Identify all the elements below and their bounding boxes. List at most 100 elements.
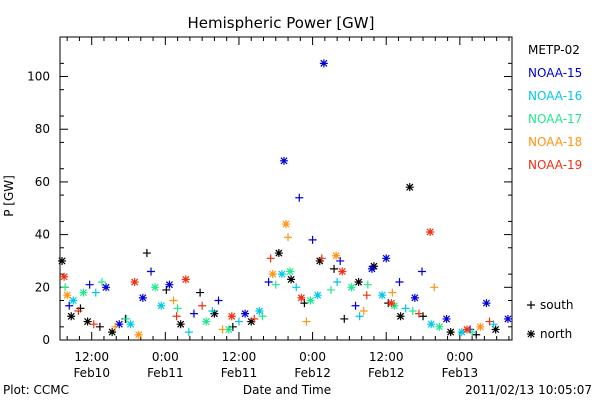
data-point-metp-02-north [67,312,76,321]
marker-stroke [247,317,256,326]
marker-stroke [241,309,250,318]
marker-stroke [227,312,236,321]
data-point-metp-02-south [419,312,428,321]
marker-stroke [130,278,139,287]
marker-stroke [277,270,286,279]
marker-stroke [463,325,472,334]
marker-stroke [268,270,277,279]
data-point-noaa-15-north [165,280,174,289]
data-point-noaa-19-south [266,254,275,263]
marker-stroke [165,280,174,289]
data-point-noaa-19-north [60,272,69,281]
data-point-noaa-16-north [313,291,322,300]
marker-stroke [485,317,494,326]
data-point-noaa-17-north [435,322,444,331]
data-point-noaa-15-north [503,314,512,323]
data-point-noaa-18-north [63,291,72,300]
y-axis-label: P [GW] [2,175,16,217]
marker-stroke [284,233,293,242]
marker-stroke [363,280,372,289]
marker-stroke [354,278,363,287]
x-tick-label-date: Feb13 [442,366,479,380]
legend-entry-noaa-16: NOAA-16 [528,89,582,103]
marker-stroke [338,267,347,276]
marker-stroke [65,301,74,310]
data-point-noaa-16-south [489,320,498,329]
marker-stroke [189,309,198,318]
marker-stroke [326,285,335,294]
x-tick-label-time: 12:00 [74,350,109,364]
marker-stroke [489,320,498,329]
marker-stroke [79,288,88,297]
marker-stroke [378,291,387,300]
data-point-noaa-19-south [74,307,83,316]
marker-stroke [395,278,404,287]
marker-stroke [151,283,160,292]
legend-entry-noaa-18: NOAA-18 [528,135,582,149]
marker-stroke [67,312,76,321]
data-point-noaa-16-north [277,270,286,279]
marker-stroke [85,280,94,289]
data-point-noaa-19-north [463,325,472,334]
y-tick-label: 20 [35,280,50,294]
marker-stroke [184,328,193,337]
y-tick-label: 80 [35,122,50,136]
marker-stroke [426,227,435,236]
data-point-noaa-16-south [184,328,193,337]
data-point-noaa-17-north [202,317,211,326]
marker-stroke [83,317,92,326]
data-point-noaa-15-south [418,267,427,276]
data-point-noaa-17-south [363,280,372,289]
marker-stroke [173,304,182,313]
x-tick-label-date: Feb11 [221,366,258,380]
data-point-noaa-17-north [151,283,160,292]
data-point-noaa-19-north [130,278,139,287]
data-point-noaa-15-south [147,267,156,276]
data-point-noaa-18-south [388,288,397,297]
data-point-metp-02-north [287,275,296,284]
data-point-noaa-19-south [172,312,181,321]
marker-stroke [63,291,72,300]
south-marker-symbol [527,301,535,309]
marker-stroke [362,291,371,300]
marker-stroke [282,220,290,229]
data-point-noaa-19-south [89,320,98,329]
data-point-noaa-19-north [181,275,190,284]
y-tick-label: 100 [27,70,50,84]
marker-stroke [388,288,397,297]
marker-stroke [58,256,67,265]
data-point-noaa-18-south [359,307,368,316]
data-point-noaa-19-north [426,227,435,236]
marker-stroke [122,314,131,323]
marker-stroke [418,267,427,276]
marker-stroke [60,272,69,281]
marker-stroke [210,309,219,318]
marker-stroke [359,307,368,316]
data-point-noaa-19-south [485,317,494,326]
data-point-metp-02-north [315,256,324,265]
marker-stroke [95,322,104,331]
marker-stroke [442,314,451,323]
marker-stroke [332,251,341,260]
marker-stroke [410,293,419,302]
x-tick-label-time: 12:00 [369,350,404,364]
marker-stroke [292,283,301,292]
data-point-noaa-16-north [378,291,387,300]
chart-title: Hemispheric Power [GW] [188,14,375,32]
x-tick-label-date: Feb11 [147,366,184,380]
data-point-metp-02-south [95,322,104,331]
marker-stroke [527,301,535,309]
marker-stroke [115,320,124,329]
data-point-noaa-19-north [297,293,306,302]
data-point-metp-02-north [396,312,405,321]
data-point-noaa-16-north [69,296,78,305]
marker-stroke [89,320,98,329]
x-tick-label-time: 12:00 [222,350,257,364]
marker-stroke [228,322,237,331]
marker-stroke [126,320,135,329]
data-point-noaa-19-north [387,299,396,308]
data-point-noaa-15-south [264,278,273,287]
marker-stroke [69,296,78,305]
marker-stroke [382,254,391,263]
data-point-noaa-19-south [414,309,423,318]
